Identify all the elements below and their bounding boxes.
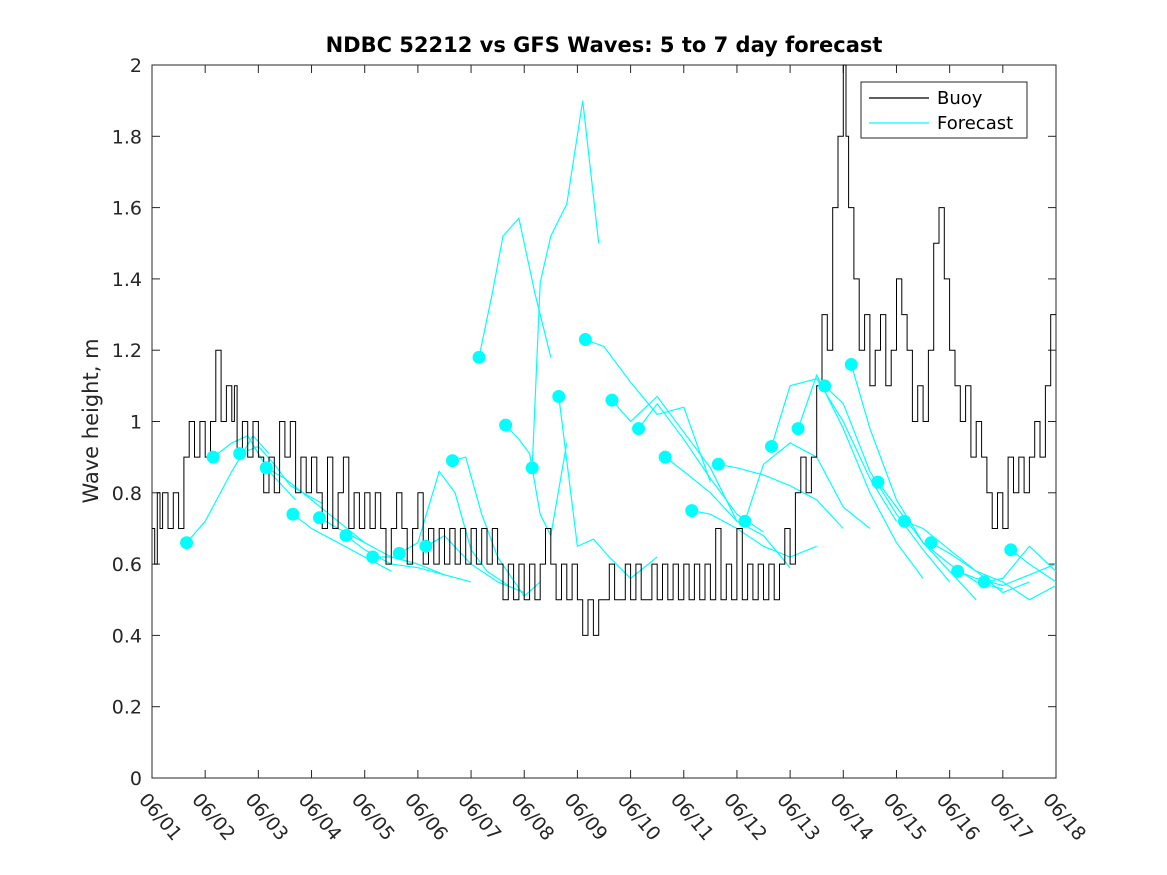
- forecast-line: [691, 510, 817, 558]
- forecast-marker: [552, 390, 566, 404]
- forecast-line: [531, 100, 600, 468]
- y-tick-label: 1: [130, 412, 142, 434]
- x-tick-label: 06/18: [1038, 789, 1090, 845]
- forecast-marker: [924, 536, 938, 550]
- forecast-line: [558, 396, 658, 580]
- forecast-marker: [632, 422, 646, 436]
- forecast-line: [585, 338, 711, 483]
- forecast-marker: [525, 461, 539, 475]
- forecast-marker: [392, 546, 406, 560]
- y-tick-label: 1.8: [112, 126, 142, 148]
- x-tick-label: 06/16: [932, 789, 984, 845]
- y-tick-label: 0.4: [112, 625, 142, 647]
- forecast-line: [984, 545, 1057, 583]
- forecast-line: [611, 395, 738, 522]
- forecast-line: [850, 364, 977, 601]
- y-tick-label: 0.2: [112, 697, 142, 719]
- legend-entry: Buoy: [937, 88, 983, 109]
- forecast-marker: [578, 333, 592, 347]
- forecast-marker: [499, 418, 513, 432]
- forecast-line: [718, 463, 844, 529]
- forecast-line: [664, 456, 791, 569]
- buoy-line: [152, 64, 1056, 636]
- forecast-line: [452, 456, 541, 598]
- x-tick-label: 06/15: [879, 789, 931, 845]
- x-tick-label: 06/11: [666, 789, 718, 845]
- forecast-marker: [445, 454, 459, 468]
- y-tick-label: 1.4: [112, 269, 142, 291]
- forecast-marker: [977, 575, 991, 589]
- axes-box: [151, 64, 1057, 779]
- x-tick-label: 06/13: [772, 789, 824, 845]
- forecast-line: [505, 424, 568, 538]
- x-tick-label: 06/12: [719, 789, 771, 845]
- x-tick-label: 06/08: [506, 789, 558, 845]
- forecast-marker: [259, 461, 273, 475]
- forecast-marker: [844, 357, 858, 371]
- forecast-marker: [605, 393, 619, 407]
- forecast-marker: [658, 450, 672, 464]
- y-tick-label: 1.6: [112, 198, 142, 220]
- forecast-marker: [339, 529, 353, 543]
- legend-box: [860, 81, 1028, 139]
- forecast-line: [399, 470, 509, 586]
- x-tick-label: 06/05: [347, 789, 399, 845]
- x-tick-label: 06/02: [187, 789, 239, 845]
- x-tick-label: 06/14: [825, 789, 877, 845]
- forecast-marker: [366, 550, 380, 564]
- forecast-line: [744, 442, 871, 529]
- forecast-line: [797, 373, 924, 579]
- y-tick-label: 0.8: [112, 483, 142, 505]
- forecast-line: [824, 385, 951, 583]
- forecast-marker: [206, 450, 220, 464]
- forecast-marker: [685, 504, 699, 518]
- y-tick-label: 0.6: [112, 554, 142, 576]
- forecast-marker: [711, 457, 725, 471]
- forecast-line: [877, 481, 1003, 590]
- x-tick-label: 06/03: [241, 789, 293, 845]
- forecast-marker: [313, 511, 327, 525]
- forecast-marker: [818, 379, 832, 393]
- forecast-marker: [765, 439, 779, 453]
- x-tick-label: 06/04: [294, 789, 346, 845]
- x-tick-label: 06/09: [560, 789, 612, 845]
- forecast-marker: [738, 514, 752, 528]
- forecast-line: [957, 563, 1057, 587]
- forecast-marker: [791, 422, 805, 436]
- forecast-line: [266, 467, 366, 544]
- forecast-line: [1010, 549, 1057, 583]
- x-tick-label: 06/06: [400, 789, 452, 845]
- chart-title: NDBC 52212 vs GFS Waves: 5 to 7 day fore…: [326, 33, 883, 57]
- x-tick-label: 06/07: [453, 789, 505, 845]
- forecast-line: [292, 513, 392, 572]
- forecast-marker: [180, 536, 194, 550]
- forecast-marker: [1004, 543, 1018, 557]
- forecast-marker: [286, 507, 300, 521]
- x-tick-label: 06/01: [134, 789, 186, 845]
- forecast-marker: [419, 539, 433, 553]
- forecast-marker: [951, 564, 965, 578]
- legend: Buoy Forecast: [860, 81, 1028, 139]
- forecast-marker: [897, 514, 911, 528]
- forecast-marker: [233, 447, 247, 461]
- forecast-line: [478, 217, 552, 358]
- x-tick-label: 06/10: [613, 789, 665, 845]
- y-tick-label: 1.2: [112, 340, 142, 362]
- y-tick-label: 2: [130, 55, 142, 77]
- forecast-line: [212, 435, 297, 501]
- legend-entry: Forecast: [937, 113, 1013, 134]
- forecast-line: [930, 542, 1057, 601]
- y-axis-label: Wave height, m: [79, 338, 103, 503]
- forecast-line: [239, 445, 323, 505]
- forecast-marker: [472, 350, 486, 364]
- y-tick-label: 0: [130, 768, 142, 790]
- forecast-line: [372, 556, 472, 583]
- forecast-marker: [871, 475, 885, 489]
- x-tick-label: 06/17: [985, 789, 1037, 845]
- forecast-line: [904, 520, 1030, 594]
